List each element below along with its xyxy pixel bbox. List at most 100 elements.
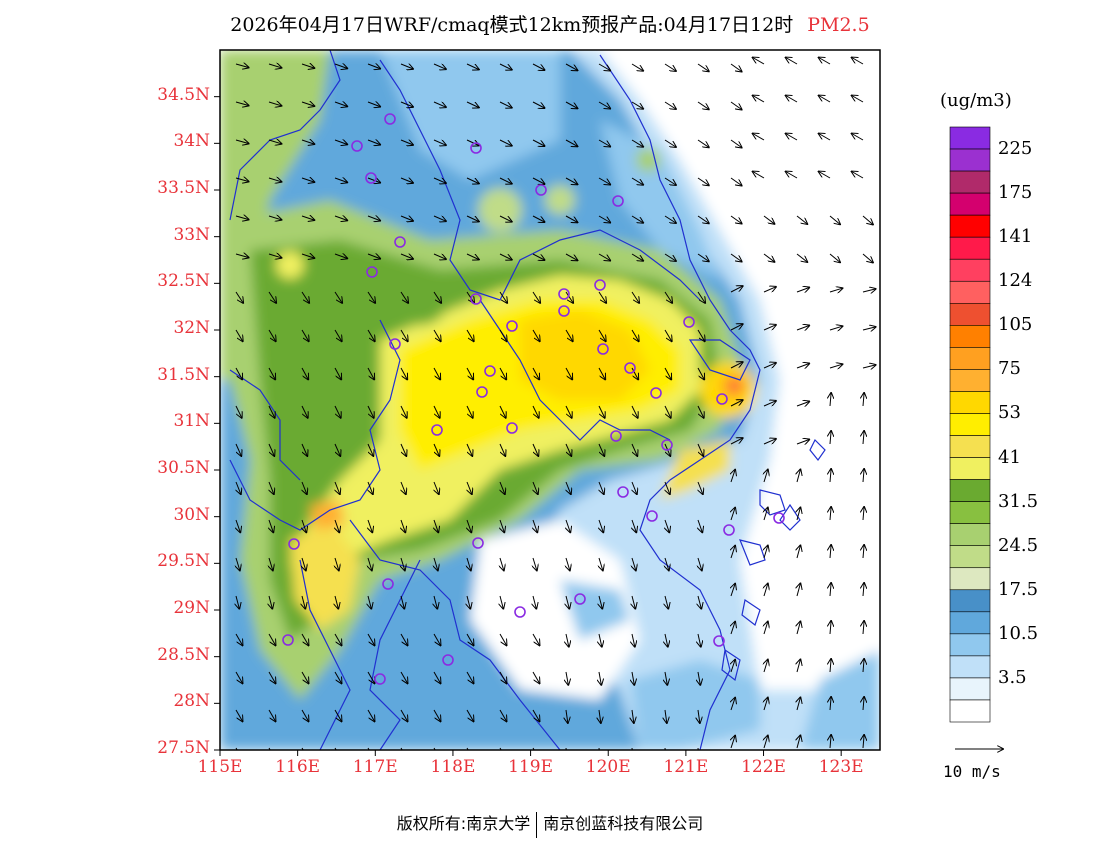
wind-arrow — [819, 134, 831, 141]
station-marker — [610, 430, 622, 442]
station-marker — [594, 279, 606, 291]
wind-arrow — [598, 101, 610, 109]
wind-arrow — [367, 709, 375, 721]
wind-arrow — [301, 140, 314, 144]
legend-label: 175 — [998, 182, 1033, 204]
wind-arrow — [731, 470, 735, 483]
wind-arrow — [763, 325, 776, 331]
wind-arrow — [764, 470, 768, 483]
wind-arrow — [665, 595, 668, 609]
wind-arrow — [301, 367, 308, 379]
wind-arrow — [730, 324, 743, 331]
wind-arrow — [433, 101, 446, 107]
wind-arrow — [268, 367, 275, 379]
wind-arrow — [698, 633, 701, 647]
wind-arrow — [631, 253, 643, 261]
wind-arrow — [367, 367, 374, 379]
station-marker — [650, 387, 662, 399]
wind-arrow — [631, 63, 643, 71]
wind-arrow — [334, 329, 342, 341]
legend-unit: (ug/m3) — [940, 90, 1012, 111]
wind-arrow — [698, 595, 701, 609]
wind-arrow — [268, 633, 276, 645]
legend-swatch — [949, 126, 991, 150]
legend-label: 105 — [998, 314, 1033, 336]
wind-arrow — [665, 709, 667, 723]
wind-arrow — [499, 253, 512, 260]
station-marker — [366, 266, 378, 278]
legend-swatch — [949, 347, 991, 370]
station-marker — [535, 184, 547, 196]
station-marker — [484, 365, 496, 377]
station-marker — [431, 424, 443, 436]
wind-arrow — [367, 140, 380, 145]
wind-arrow — [599, 633, 602, 647]
map-frame — [219, 49, 881, 751]
boundary-lines — [229, 50, 761, 750]
wind-arrow — [697, 291, 705, 303]
wind-arrow — [819, 58, 831, 65]
station-marker — [506, 422, 518, 434]
wind-arrow — [565, 177, 577, 184]
copyright-prefix: 版权所有: — [396, 814, 467, 833]
wind-arrow — [830, 469, 831, 483]
wind-arrow — [433, 291, 441, 303]
wind-arrow — [499, 329, 507, 341]
wind-arrow — [367, 443, 373, 456]
lat-label: 28.5N — [157, 644, 210, 665]
legend-label: 75 — [998, 358, 1021, 380]
wind-arrow — [566, 481, 571, 494]
wind-arrow — [863, 621, 864, 635]
wind-arrow — [862, 289, 876, 292]
wind-arrow — [797, 584, 800, 597]
wind-arrow — [797, 736, 800, 749]
wind-arrow — [598, 177, 610, 185]
station-marker — [773, 512, 785, 524]
wind-arrow — [334, 178, 347, 182]
wind-arrow — [334, 216, 347, 220]
wind-arrow — [830, 507, 831, 521]
wind-arrow — [796, 253, 807, 262]
wind-arrow — [400, 633, 408, 645]
wind-arrow — [599, 671, 601, 685]
lat-label: 29.5N — [157, 551, 210, 572]
wind-arrow — [334, 367, 341, 379]
wind-arrow — [500, 557, 504, 570]
wind-arrow — [236, 519, 240, 532]
wind-arrow — [565, 443, 571, 456]
legend-swatch — [949, 677, 991, 701]
wind-arrow — [764, 660, 768, 673]
wind-arrow — [334, 443, 340, 456]
wind-arrow — [697, 139, 709, 147]
wind-arrow — [400, 709, 408, 721]
wind-arrow — [499, 443, 505, 456]
wind-arrow — [565, 63, 577, 70]
wind-arrow — [731, 584, 735, 597]
wind-arrow — [632, 709, 634, 723]
wind-arrow — [334, 405, 341, 418]
station-marker — [442, 654, 454, 666]
wind-arrow — [301, 329, 309, 341]
map-title: 2026年04月17日WRF/cmaq模式12km预报产品:04月17日12时 P… — [0, 10, 1100, 37]
wind-arrow — [730, 362, 743, 369]
wind-arrow — [698, 671, 700, 685]
wind-arrow — [697, 329, 705, 341]
wind-arrow — [368, 557, 372, 570]
wind-arrow — [433, 367, 440, 379]
wind-arrow — [367, 64, 380, 69]
wind-arrow — [235, 216, 249, 220]
wind-arrow — [819, 172, 831, 179]
wind-arrow — [268, 178, 281, 182]
wind-arrow — [565, 139, 577, 146]
wind-arrow — [863, 659, 864, 673]
wind-arrow — [368, 519, 372, 532]
wind-arrow — [466, 405, 473, 418]
station-marker — [365, 172, 377, 184]
station-marker — [374, 673, 386, 685]
wind-arrow — [731, 698, 735, 711]
wind-arrow — [852, 96, 864, 103]
wind-arrow — [268, 329, 276, 341]
station-marker — [472, 537, 484, 549]
wind-arrow — [532, 709, 540, 721]
